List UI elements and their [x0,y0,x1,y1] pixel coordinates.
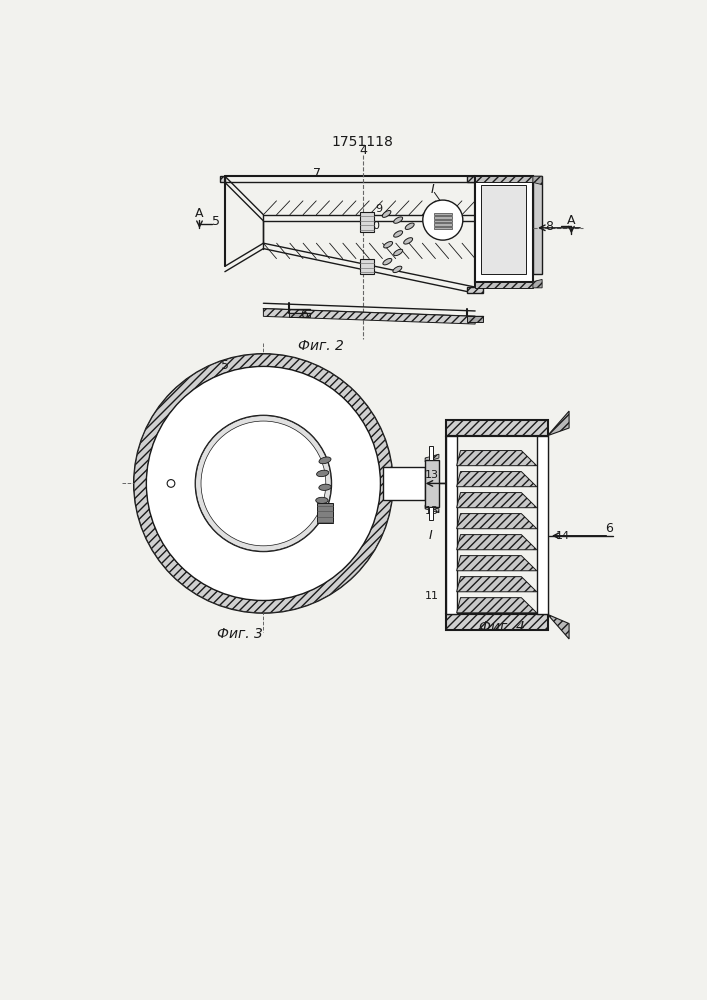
Bar [433,227,452,229]
Polygon shape [533,176,542,185]
Ellipse shape [394,231,402,237]
Polygon shape [457,598,537,613]
Text: 8: 8 [545,220,553,233]
Polygon shape [288,312,310,317]
Text: 11: 11 [425,591,439,601]
Bar [433,220,452,222]
Text: Фиг. 2: Фиг. 2 [298,339,344,353]
Bar [425,460,439,507]
Ellipse shape [394,217,402,223]
Text: 1751118: 1751118 [331,135,393,149]
Text: 6: 6 [300,308,308,321]
Bar [475,176,533,282]
Text: 6: 6 [605,522,613,535]
Text: A – A: A – A [240,356,279,370]
Ellipse shape [317,470,329,477]
Polygon shape [475,176,533,182]
Polygon shape [425,505,439,513]
Bar [433,216,452,219]
Ellipse shape [316,497,328,503]
Bar [429,446,433,460]
Wedge shape [134,354,393,613]
Polygon shape [457,535,537,550]
Text: 5: 5 [211,215,220,228]
Ellipse shape [404,238,413,244]
Polygon shape [475,282,533,288]
Text: 7: 7 [313,167,321,180]
Polygon shape [467,287,483,293]
Text: 5: 5 [221,359,229,372]
Circle shape [196,416,331,551]
Polygon shape [219,176,225,182]
Bar [433,223,452,226]
Polygon shape [457,451,537,466]
Polygon shape [457,556,537,571]
Ellipse shape [393,266,402,273]
Text: A: A [567,214,575,227]
Bar [481,185,526,274]
Text: Фиг. 4: Фиг. 4 [479,620,525,634]
Polygon shape [457,472,537,487]
Ellipse shape [319,484,331,490]
Bar [382,466,425,500]
Ellipse shape [405,223,414,229]
Bar [317,503,333,523]
Ellipse shape [384,242,392,248]
Ellipse shape [394,249,402,256]
Polygon shape [547,614,569,639]
Text: I: I [431,183,435,196]
Text: 4: 4 [360,144,368,157]
Text: 11': 11' [336,451,353,461]
Text: 4: 4 [248,585,256,598]
Circle shape [134,354,393,613]
Text: 13: 13 [425,506,439,516]
Text: 9: 9 [375,204,382,214]
Circle shape [167,480,175,487]
Polygon shape [467,316,483,322]
Wedge shape [196,416,331,551]
Text: I: I [428,529,433,542]
Circle shape [146,366,380,600]
Polygon shape [533,279,542,288]
Polygon shape [457,493,537,508]
Ellipse shape [383,258,392,265]
Text: A: A [195,207,204,220]
Ellipse shape [382,211,391,217]
Polygon shape [264,309,475,324]
Circle shape [423,200,463,240]
Text: 13: 13 [425,470,439,480]
Polygon shape [457,514,537,529]
Bar [433,213,452,215]
Bar [537,436,547,614]
Ellipse shape [319,457,331,464]
Text: 14: 14 [556,531,570,541]
Bar [429,507,433,520]
Bar [360,259,373,274]
Polygon shape [457,577,537,592]
Polygon shape [547,411,569,436]
Text: 10,: 10, [334,441,351,451]
Bar [360,212,373,232]
Polygon shape [425,454,439,462]
Bar [533,176,542,274]
Polygon shape [446,614,547,630]
Polygon shape [446,420,547,436]
Text: 10: 10 [367,221,381,231]
Bar [446,436,457,614]
Text: Фиг. 3: Фиг. 3 [217,627,263,641]
Polygon shape [467,176,483,182]
